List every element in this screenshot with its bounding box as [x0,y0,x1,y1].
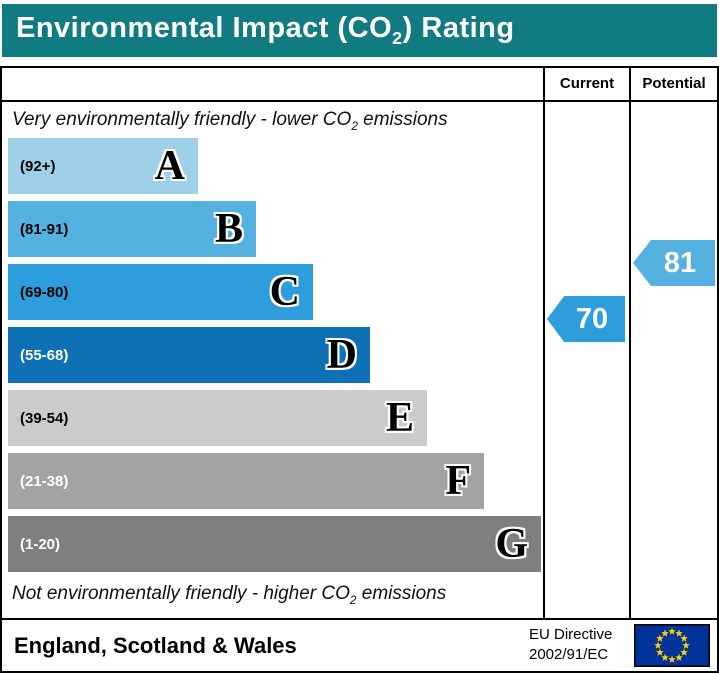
current-column-divider [543,68,545,618]
band-range: (21-38) [20,472,69,490]
band-range: (69-80) [20,283,69,301]
band-letter: D [326,332,357,378]
current-column-header: Current [559,75,615,92]
band-letter: A [154,143,185,189]
region-label: England, Scotland & Wales [14,632,297,658]
potential-column-divider [629,68,631,618]
current-value: 70 [575,302,609,335]
eu-directive-label: EU Directive 2002/91/EC [529,625,612,665]
band-letter: B [214,206,243,252]
potential-arrow: 81 [633,240,715,286]
column-headers: Current Potential [2,68,717,102]
band-range: (81-91) [20,220,69,238]
footer: England, Scotland & Wales EU Directive 2… [0,620,719,673]
band-f: (21-38) F [8,453,484,509]
band-a: (92+) A [8,138,198,194]
band-range: (1-20) [20,535,61,553]
top-note: Very environmentally friendly - lower CO… [12,109,448,133]
band-c: (69-80) C [8,264,313,320]
chart-title-bar: Environmental Impact (CO2) Rating [2,4,717,57]
current-arrow: 70 [547,296,625,342]
potential-column-header: Potential [642,75,706,92]
band-letter: E [385,395,414,441]
rating-chart: Current Potential Very environmentally f… [0,66,719,620]
band-letter: F [445,458,471,504]
bottom-note: Not environmentally friendly - higher CO… [12,583,447,607]
band-range: (92+) [20,157,56,175]
band-d: (55-68) D [8,327,370,383]
band-b: (81-91) B [8,201,256,257]
page-title: Environmental Impact (CO2) Rating [16,12,515,48]
band-e: (39-54) E [8,390,427,446]
eu-directive-line2: 2002/91/EC [529,646,609,663]
band-letter: C [269,269,300,315]
band-letter: G [495,521,528,567]
band-range: (55-68) [20,346,69,364]
band-range: (39-54) [20,409,69,427]
eu-directive-line1: EU Directive [529,626,613,643]
eu-flag-icon [634,624,710,667]
band-g: (1-20) G [8,516,541,572]
potential-value: 81 [663,246,697,279]
